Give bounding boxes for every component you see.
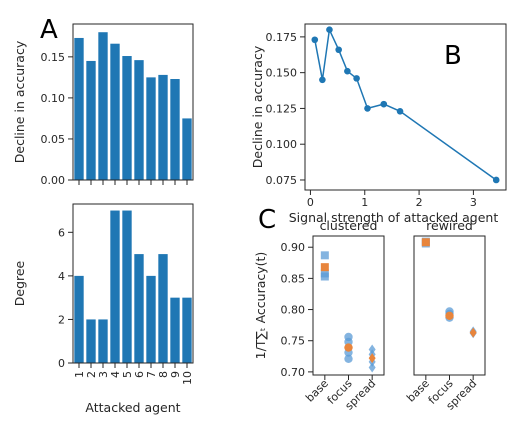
data-point xyxy=(396,107,404,115)
y-tick-label: 0 xyxy=(58,357,65,370)
x-tick-label: 1 xyxy=(361,196,368,209)
plot-frame xyxy=(304,23,507,191)
mean-marker xyxy=(421,238,430,247)
plot-frame xyxy=(72,203,194,364)
bar xyxy=(74,275,84,363)
data-point xyxy=(380,100,388,108)
mean-marker xyxy=(320,263,329,272)
chart-b-signal-strength: 0 1 2 3 0.075 0.100 0.125 0.150 0.175 Signal stre… xyxy=(250,23,507,225)
series-line xyxy=(314,27,497,181)
x-tick-label: 2 xyxy=(416,196,423,209)
x-tick-label: 7 xyxy=(145,371,158,378)
bar xyxy=(86,319,96,363)
subplot-title: clustered xyxy=(320,218,378,233)
plot-frame xyxy=(312,235,385,376)
mean-marker xyxy=(344,343,353,352)
bar xyxy=(170,79,180,180)
bar xyxy=(158,254,168,363)
y-tick-label: 0.05 xyxy=(41,133,66,146)
bar xyxy=(158,74,168,180)
bar xyxy=(182,297,192,363)
bar xyxy=(146,275,156,363)
x-tick-label: 8 xyxy=(157,371,170,378)
x-tick-label: 5 xyxy=(121,371,134,378)
x-tick-label: 2 xyxy=(85,371,98,378)
bar xyxy=(86,60,96,180)
data-point xyxy=(326,26,333,34)
data-point xyxy=(320,272,329,281)
panel-label-c: C xyxy=(258,205,276,235)
y-axis-label: Decline in accuracy xyxy=(250,45,265,168)
x-tick-label: 1 xyxy=(73,371,86,378)
bar xyxy=(182,118,192,180)
chart-c-accuracy: basefocusspreadclusteredbasefocusspreadr… xyxy=(253,218,486,413)
y-tick-label: 0.100 xyxy=(266,138,298,151)
bar xyxy=(170,297,180,363)
y-tick-label: 0.85 xyxy=(281,272,306,285)
bar xyxy=(122,210,132,363)
x-tick-label: 6 xyxy=(133,371,146,378)
x-tick-label: 3 xyxy=(470,196,477,209)
x-tick-label: 3 xyxy=(97,371,110,378)
bar xyxy=(74,37,84,181)
y-tick-label: 4 xyxy=(58,270,65,283)
y-tick-label: 0.75 xyxy=(281,335,306,348)
subplot-title: rewired xyxy=(426,218,473,233)
chart-a-decline: 0.00 0.05 0.10 0.15 Decline in accuracy xyxy=(12,23,194,187)
plot-frame xyxy=(72,23,194,181)
x-tick-label: 0 xyxy=(307,196,314,209)
y-tick-label: 0.150 xyxy=(266,67,298,80)
panel-label-a: A xyxy=(40,15,58,45)
data-point xyxy=(353,75,360,82)
y-tick-label: 0.075 xyxy=(266,174,298,187)
data-point xyxy=(344,67,351,75)
bar xyxy=(122,56,132,180)
x-tick-label: 4 xyxy=(109,371,122,378)
plot-frame xyxy=(413,235,486,376)
y-tick-label: 0.00 xyxy=(41,174,66,187)
y-tick-label: 0.15 xyxy=(41,51,66,64)
bar xyxy=(134,60,144,181)
y-tick-label: 0.90 xyxy=(281,241,306,254)
x-tick-label: 9 xyxy=(169,371,182,378)
y-axis-label: Degree xyxy=(12,260,27,306)
mean-marker xyxy=(469,327,477,338)
data-point xyxy=(492,176,500,184)
bar xyxy=(134,254,144,363)
data-point xyxy=(368,362,376,373)
y-axis-label: 1/T∑ₜ Accuracy(t) xyxy=(253,252,268,360)
y-tick-label: 0.10 xyxy=(41,92,66,105)
mean-marker xyxy=(368,353,376,364)
data-point xyxy=(335,46,342,54)
bar xyxy=(146,77,156,180)
data-point xyxy=(319,76,326,84)
x-axis-label: Attacked agent xyxy=(85,400,180,415)
data-point xyxy=(364,105,371,112)
data-point xyxy=(320,251,329,260)
bar xyxy=(98,319,108,363)
y-tick-label: 0.175 xyxy=(266,31,298,44)
panel-label-b: B xyxy=(444,41,462,71)
mean-marker xyxy=(445,311,454,320)
data-point xyxy=(311,36,319,44)
x-axis-label: Signal strength of attacked agent xyxy=(289,210,499,225)
y-tick-label: 0.80 xyxy=(281,304,306,317)
y-axis-label: Decline in accuracy xyxy=(12,40,27,163)
y-tick-label: 2 xyxy=(58,313,65,326)
x-tick-label: 10 xyxy=(181,371,194,385)
data-point xyxy=(344,354,353,363)
y-tick-label: 0.125 xyxy=(266,102,298,115)
bar xyxy=(110,43,120,180)
y-tick-label: 6 xyxy=(58,226,65,239)
y-tick-label: 0.70 xyxy=(281,366,306,379)
bar xyxy=(110,210,120,363)
bar xyxy=(98,32,108,180)
